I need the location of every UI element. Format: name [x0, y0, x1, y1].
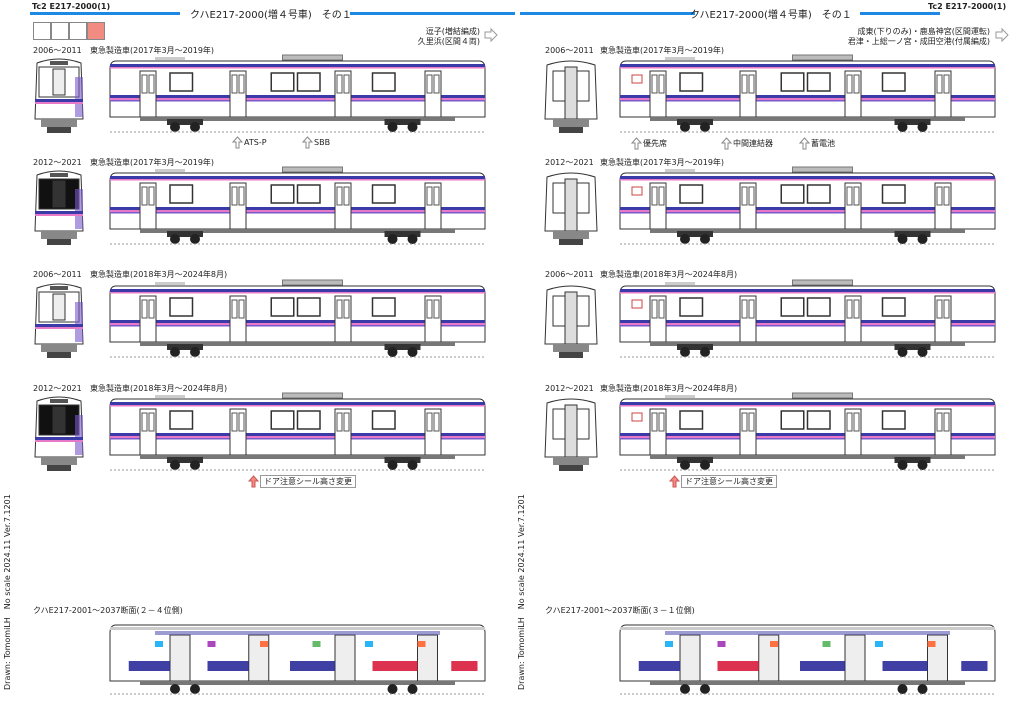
car-side-left-1	[109, 54, 486, 133]
row-maker-left-1: 東急製造車(2017年3月～2019年)	[90, 46, 215, 55]
callout-label: ATS-P	[244, 138, 267, 147]
car-section-left	[109, 624, 486, 695]
car-rear-right-1	[544, 60, 598, 133]
car-side	[109, 54, 486, 133]
arrow-up-icon	[668, 475, 681, 488]
series-tag-right: Tc2 E217-2000(1)	[928, 2, 1007, 11]
car-side	[619, 166, 996, 245]
car-front-left-4	[34, 396, 84, 471]
front-view	[34, 170, 84, 245]
callout-door-sticker-right: ドア注意シール高さ変更	[668, 475, 777, 488]
car-rear-right-3	[544, 285, 598, 358]
callout-label: 中間連結器	[733, 139, 773, 148]
header-bar-mid-left	[350, 12, 515, 15]
header-bar-right	[860, 12, 940, 15]
callout-label: 優先席	[643, 139, 667, 148]
car-side-right-2	[619, 166, 996, 245]
car-side	[109, 392, 486, 471]
side-credit-left: Drawn: TomomiLH No scale 2024.11 Ver.7.1…	[3, 494, 12, 690]
arrow-up-icon	[231, 136, 244, 149]
row-period-left-2: 2012～2021	[33, 158, 82, 167]
car-side	[109, 166, 486, 245]
arrow-right-icon	[995, 27, 1009, 43]
destination-line-1: 成東(下りのみ)・鹿島神宮(区間運転)	[857, 27, 990, 36]
row-period-left-3: 2006～2011	[33, 270, 82, 279]
car-side	[109, 279, 486, 358]
callout-ats-p: ATS-P	[231, 136, 267, 149]
row-maker-left-3: 東急製造車(2018年3月～2024年8月)	[90, 270, 228, 279]
destination-line-2: 君津・上総一ノ宮・成田空港(付属編成)	[847, 37, 990, 46]
row-maker-right-2: 東急製造車(2017年3月～2019年)	[600, 158, 725, 167]
swatch-type-c	[69, 22, 87, 40]
callout-label: 蓄電池	[811, 139, 835, 148]
page-title-right: クハE217-2000(増４号車) その１	[690, 10, 852, 21]
car-front-left-1	[34, 58, 84, 133]
car-rear-right-4	[544, 398, 598, 471]
header-bar-mid-right	[520, 12, 695, 15]
swatch-type-b	[51, 22, 69, 40]
row-maker-right-1: 東急製造車(2017年3月～2019年)	[600, 46, 725, 55]
car-section	[619, 624, 996, 695]
callout-label: ドア注意シール高さ変更	[260, 475, 356, 488]
callout-battery: 蓄電池	[798, 137, 835, 150]
swatch-type-d	[87, 22, 105, 40]
rear-view	[544, 285, 598, 358]
callout-sbb: SBB	[301, 136, 331, 149]
rear-view	[544, 172, 598, 245]
destination-note-right: 成東(下りのみ)・鹿島神宮(区間運転) 君津・上総一ノ宮・成田空港(付属編成)	[830, 27, 990, 47]
arrow-up-icon	[630, 137, 643, 150]
front-view	[34, 283, 84, 358]
row-maker-left-2: 東急製造車(2017年3月～2019年)	[90, 158, 215, 167]
rear-view	[544, 60, 598, 133]
arrow-up-icon	[247, 475, 260, 488]
page-title-left: クハE217-2000(増４号車) その１	[190, 10, 352, 21]
callout-gangway: 中間連結器	[720, 137, 773, 150]
swatch-type-a	[33, 22, 51, 40]
row-period-right-3: 2006～2011	[545, 270, 594, 279]
row-period-left-4: 2012～2021	[33, 384, 82, 393]
car-side-right-4	[619, 392, 996, 471]
car-rear-right-2	[544, 172, 598, 245]
front-view	[34, 396, 84, 471]
header-bar-left	[30, 12, 180, 15]
car-side-left-4	[109, 392, 486, 471]
row-period-right-1: 2006～2011	[545, 46, 594, 55]
front-view	[34, 58, 84, 133]
car-side-right-3	[619, 279, 996, 358]
side-credit-right: Drawn: TomomiLH No scale 2024.11 Ver.7.1…	[517, 494, 526, 690]
car-front-left-2	[34, 170, 84, 245]
car-section	[109, 624, 486, 695]
section-title-left: クハE217-2001～2037断面(２－４位側)	[33, 606, 183, 615]
row-maker-right-4: 東急製造車(2018年3月～2024年8月)	[600, 384, 738, 393]
series-tag-left: Tc2 E217-2000(1)	[32, 2, 111, 11]
callout-door-sticker-left: ドア注意シール高さ変更	[247, 475, 356, 488]
car-side	[619, 54, 996, 133]
row-period-right-2: 2012～2021	[545, 158, 594, 167]
row-period-right-4: 2012～2021	[545, 384, 594, 393]
arrow-up-icon	[720, 137, 733, 150]
callout-priority-seat: 優先席	[630, 137, 667, 150]
arrow-up-icon	[798, 137, 811, 150]
section-title-right: クハE217-2001～2037断面(３－１位側)	[545, 606, 695, 615]
car-side-right-1	[619, 54, 996, 133]
car-side-left-2	[109, 166, 486, 245]
arrow-right-icon	[484, 27, 498, 43]
car-front-left-3	[34, 283, 84, 358]
callout-label: ドア注意シール高さ変更	[681, 475, 777, 488]
destination-line-1: 逗子(増結編成)	[425, 27, 480, 36]
destination-note-left: 逗子(増結編成) 久里浜(区間４両)	[370, 27, 480, 47]
destination-line-2: 久里浜(区間４両)	[417, 37, 480, 46]
car-side-left-3	[109, 279, 486, 358]
car-side	[619, 279, 996, 358]
car-section-right	[619, 624, 996, 695]
car-side	[619, 392, 996, 471]
row-maker-left-4: 東急製造車(2018年3月～2024年8月)	[90, 384, 228, 393]
rear-view	[544, 398, 598, 471]
callout-label: SBB	[314, 138, 331, 147]
row-maker-right-3: 東急製造車(2018年3月～2024年8月)	[600, 270, 738, 279]
row-period-left-1: 2006～2011	[33, 46, 82, 55]
arrow-up-icon	[301, 136, 314, 149]
